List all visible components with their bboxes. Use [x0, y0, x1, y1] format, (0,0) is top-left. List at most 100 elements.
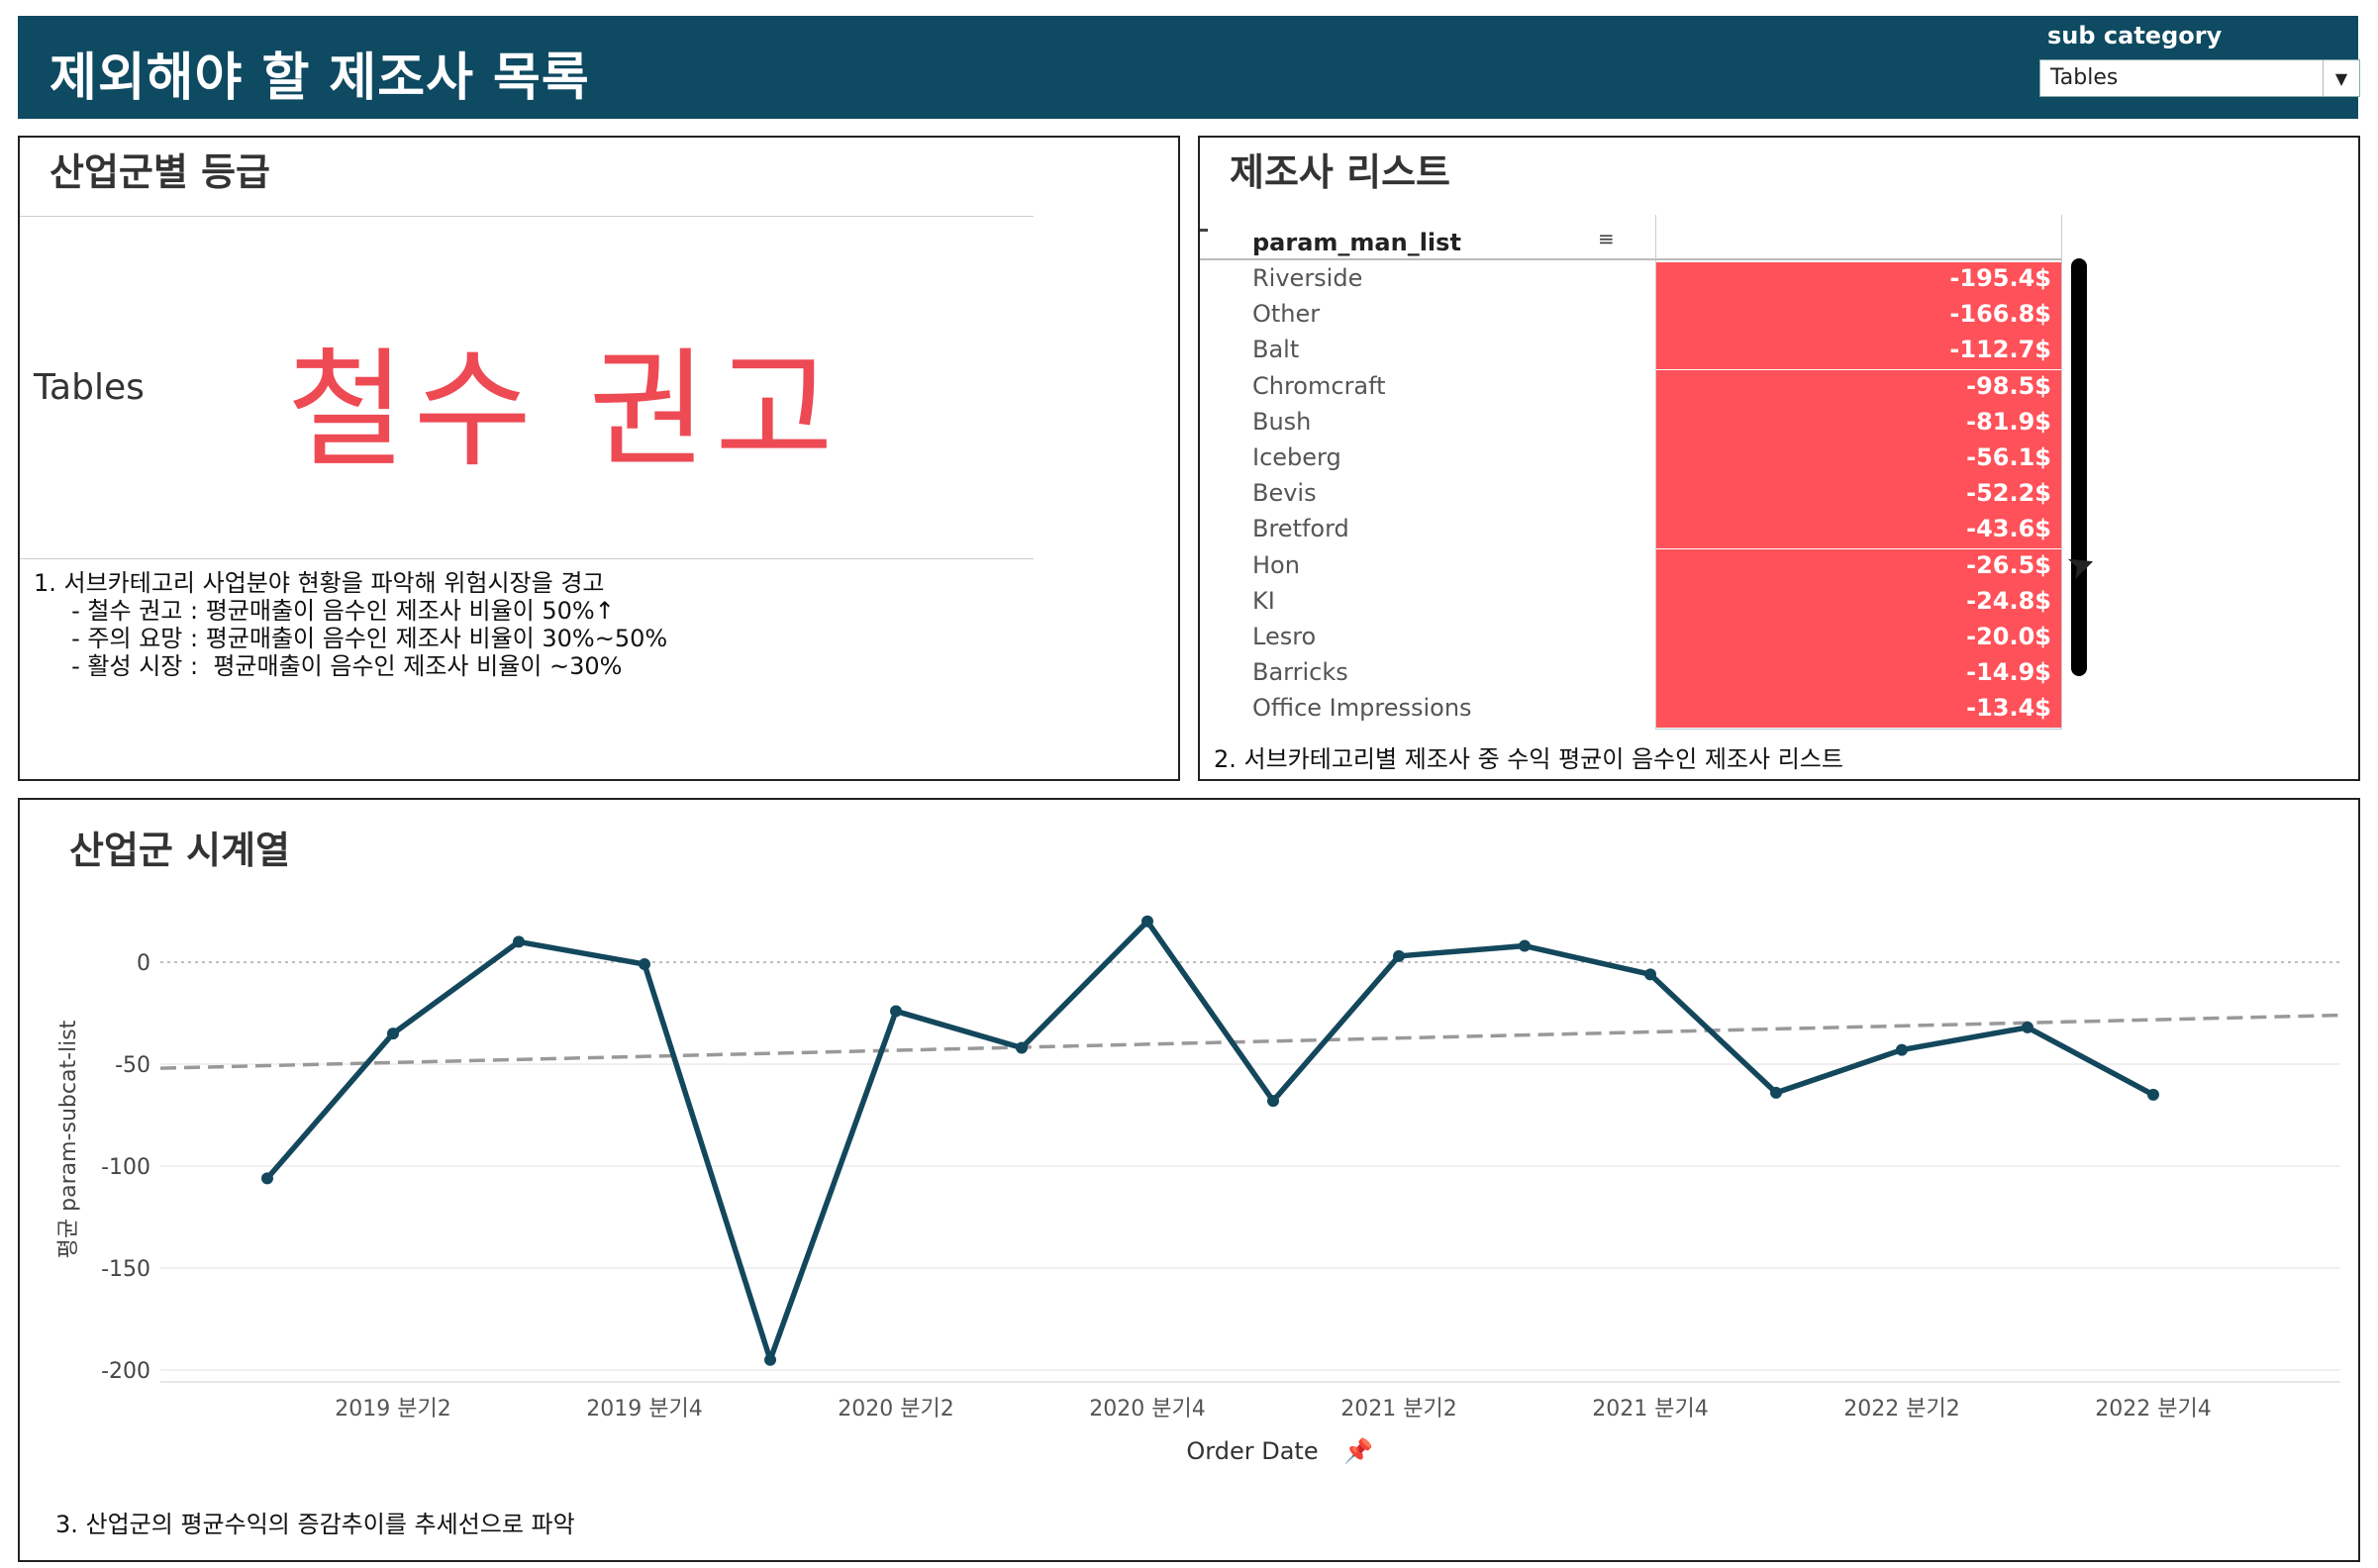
x-tick-label: 2021 분기4 — [1592, 1397, 1708, 1421]
profit-value: -166.8$ — [1949, 300, 2051, 329]
data-point — [1267, 1095, 1279, 1108]
table-row-partial[interactable] — [1200, 728, 2061, 730]
data-point — [2022, 1021, 2033, 1033]
value-cell[interactable]: -195.4$ — [1656, 262, 2061, 298]
series-line — [264, 919, 2155, 1363]
manufacturer-name: Barricks — [1252, 658, 1348, 687]
x-tick-label: 2019 분기2 — [335, 1397, 450, 1421]
value-cell[interactable]: -98.5$ — [1656, 369, 2061, 406]
table-row[interactable]: Balt -112.7$ — [1200, 334, 2061, 370]
value-cell[interactable]: -166.8$ — [1656, 298, 2061, 335]
data-point — [639, 958, 650, 971]
profit-value: -56.1$ — [1966, 443, 2051, 471]
manufacturer-name: Other — [1252, 300, 1321, 329]
y-axis-label: 평균 param-subcat-list — [56, 1020, 81, 1258]
manufacturer-name: Office Impressions — [1252, 694, 1472, 723]
sort-descending-icon[interactable]: ≡ — [1598, 227, 1615, 250]
table-row[interactable]: Other -166.8$ — [1200, 298, 2061, 335]
data-point — [890, 1005, 902, 1018]
grade-panel: 산업군별 등급 Tables 철수 권고 1. 서브카테고리 사업분야 현황을 … — [18, 136, 1180, 781]
manufacturer-panel-title: 제조사 리스트 — [1230, 150, 1450, 194]
manufacturer-name: Balt — [1252, 336, 1300, 364]
y-tick-label: 0 — [137, 951, 150, 976]
table-row[interactable]: Chromcraft -98.5$ — [1200, 369, 2061, 406]
profit-value: -195.4$ — [1949, 264, 2051, 292]
divider — [20, 558, 1034, 559]
header-divider — [1200, 258, 2061, 260]
timeseries-panel-title: 산업군 시계열 — [69, 829, 290, 872]
value-cell[interactable]: -81.9$ — [1656, 405, 2061, 441]
column-header[interactable]: param_man_list — [1252, 229, 1461, 256]
data-point — [1770, 1086, 1782, 1099]
data-point — [261, 1172, 273, 1185]
table-row[interactable]: Lesro -20.0$ — [1200, 621, 2061, 656]
page-title: 제외해야 할 제조사 목록 — [50, 49, 590, 108]
x-tick-label: 2021 분기2 — [1340, 1397, 1456, 1421]
profit-value: -13.4$ — [1966, 694, 2051, 723]
profit-value: -112.7$ — [1949, 336, 2051, 364]
table-scrollbar[interactable] — [2071, 258, 2087, 676]
value-cell[interactable]: -20.0$ — [1656, 621, 2061, 656]
manufacturer-name: Chromcraft — [1252, 371, 1386, 400]
table-row[interactable]: Office Impressions -13.4$ — [1200, 692, 2061, 729]
table-row[interactable]: Riverside -195.4$ — [1200, 262, 2061, 298]
profit-value: -43.6$ — [1966, 515, 2051, 543]
data-point — [764, 1353, 776, 1366]
data-point — [513, 935, 525, 948]
profit-value: -20.0$ — [1966, 623, 2051, 650]
table-row[interactable]: KI -24.8$ — [1200, 584, 2061, 621]
column-divider — [1655, 215, 1656, 730]
x-tick-label: 2020 분기2 — [838, 1397, 953, 1421]
y-tick-label: -100 — [101, 1155, 150, 1180]
timeseries-panel: 0 -50 -100 -150 -200 2019 분기2 2019 분기4 2020 분기2… — [18, 798, 2360, 1562]
data-point — [1644, 968, 1656, 981]
manufacturer-panel: 제조사 리스트 param_man_list ≡ Riverside -195.4… — [1198, 136, 2360, 781]
x-tick-label: 2022 분기2 — [1843, 1397, 1959, 1421]
dashboard-header: 제외해야 할 제조사 목록 sub category Tables ▼ — [18, 16, 2360, 119]
table-row[interactable]: Barricks -14.9$ — [1200, 656, 2061, 693]
filter-label: sub category — [2047, 22, 2223, 49]
data-point — [1896, 1043, 1908, 1056]
profit-value: -98.5$ — [1966, 371, 2051, 400]
value-cell[interactable] — [1656, 728, 2061, 730]
column-divider — [2061, 215, 2062, 730]
value-cell[interactable]: -56.1$ — [1656, 441, 2061, 477]
manufacturer-note: 2. 서브카테고리별 제조사 중 수익 평균이 음수인 제조사 리스트 — [1214, 745, 1843, 773]
value-cell[interactable]: -24.8$ — [1656, 584, 2061, 621]
value-cell[interactable]: -13.4$ — [1656, 692, 2061, 729]
timeseries-note: 3. 산업군의 평균수익의 증감추이를 추세선으로 파악 — [55, 1511, 575, 1538]
x-tick-label: 2022 분기4 — [2095, 1397, 2211, 1421]
value-cell[interactable]: -14.9$ — [1656, 656, 2061, 693]
y-tick-label: -150 — [101, 1257, 150, 1282]
chevron-down-icon[interactable]: ▼ — [2323, 60, 2359, 96]
value-cell[interactable]: -43.6$ — [1656, 513, 2061, 549]
value-cell[interactable]: -52.2$ — [1656, 477, 2061, 514]
x-axis-label: Order Date — [1186, 1437, 1318, 1465]
grade-notes: 1. 서브카테고리 사업분야 현황을 파악해 위험시장을 경고 - 철수 권고 … — [34, 569, 667, 680]
data-point — [1519, 939, 1531, 952]
value-cell[interactable]: -112.7$ — [1656, 334, 2061, 370]
table-row[interactable]: Bush -81.9$ — [1200, 405, 2061, 441]
table-row[interactable]: Bevis -52.2$ — [1200, 477, 2061, 514]
table-row[interactable]: Hon -26.5$ — [1200, 548, 2061, 585]
subcategory-dropdown[interactable]: Tables ▼ — [2039, 59, 2360, 97]
axis-tick — [1200, 229, 1208, 232]
y-tick-label: -50 — [115, 1053, 150, 1078]
line-chart[interactable]: 0 -50 -100 -150 -200 2019 분기2 2019 분기4 2020 분기2… — [20, 800, 2358, 1493]
table-row[interactable]: Bretford -43.6$ — [1200, 513, 2061, 549]
x-tick-label: 2020 분기4 — [1089, 1397, 1205, 1421]
subcategory-selected-value: Tables — [2050, 65, 2119, 90]
note-line: 1. 서브카테고리 사업분야 현황을 파악해 위험시장을 경고 — [34, 569, 605, 597]
trend-line — [159, 1013, 2341, 1070]
manufacturer-name: Iceberg — [1252, 443, 1341, 471]
grade-panel-title: 산업군별 등급 — [50, 150, 270, 194]
note-line: - 주의 요망 : 평균매출이 음수인 제조사 비율이 30%~50% — [34, 625, 668, 652]
profit-value: -14.9$ — [1966, 658, 2051, 687]
manufacturer-table[interactable]: param_man_list ≡ Riverside -195.4$ Other -1… — [1200, 215, 2071, 730]
category-label: Tables — [34, 367, 145, 408]
profit-value: -52.2$ — [1966, 479, 2051, 508]
data-point — [2147, 1088, 2159, 1101]
table-row[interactable]: Iceberg -56.1$ — [1200, 441, 2061, 477]
value-cell[interactable]: -26.5$ — [1656, 548, 2061, 585]
profit-value: -81.9$ — [1966, 407, 2051, 436]
